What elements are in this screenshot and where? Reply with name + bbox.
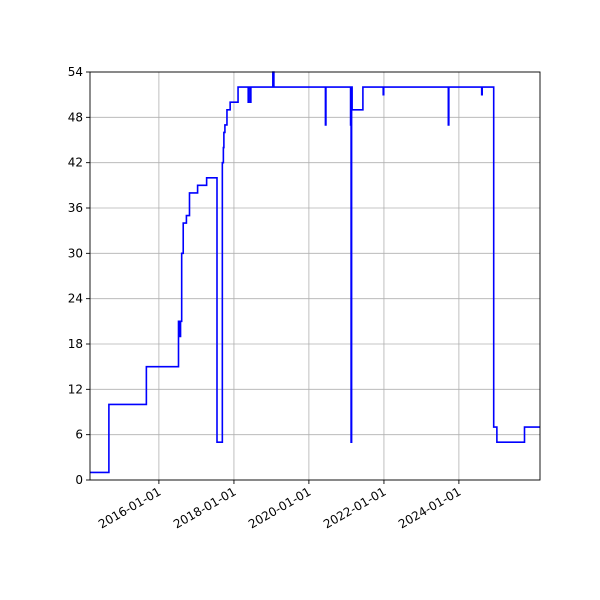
y-tick-label: 0 [75, 473, 83, 487]
plot-area-frame [89, 71, 541, 481]
y-tick-label: 6 [75, 428, 83, 442]
y-tick-label: 42 [68, 156, 83, 170]
x-tick-label: 2024-01-01 [396, 484, 463, 531]
y-tick-label: 12 [68, 382, 83, 396]
y-axis: 0 6 12 18 24 30 36 42 48 54 [68, 65, 90, 487]
y-tick-label: 30 [68, 246, 83, 260]
grid-layer [90, 71, 540, 481]
x-tick-label: 2018-01-01 [171, 484, 238, 531]
x-tick-label: 2016-01-01 [96, 484, 163, 531]
y-tick-label: 48 [68, 110, 83, 124]
series-layer [90, 71, 540, 474]
y-tick-label: 54 [68, 65, 83, 79]
y-tick-label: 36 [68, 201, 83, 215]
x-tick-label: 2020-01-01 [246, 484, 313, 531]
y-tick-label: 18 [68, 337, 83, 351]
x-tick-label: 2022-01-01 [321, 484, 388, 531]
y-tick-label: 24 [68, 292, 83, 306]
x-axis: 2016-01-01 2018-01-01 2020-01-01 2022-01-01… [96, 480, 463, 531]
series-line [90, 71, 540, 474]
